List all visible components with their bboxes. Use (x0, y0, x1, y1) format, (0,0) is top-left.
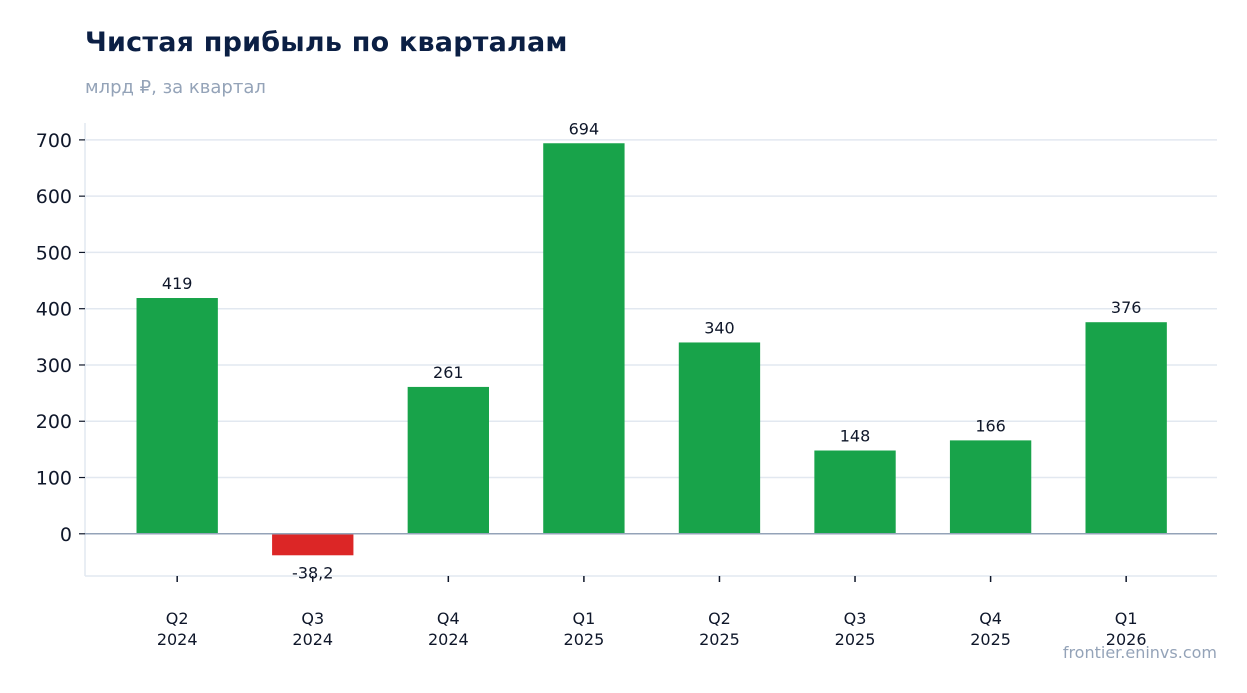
data-label: 340 (704, 318, 735, 337)
x-tick-label-quarter: Q3 (301, 609, 324, 628)
bar (272, 533, 354, 556)
x-tick-label-quarter: Q1 (573, 609, 596, 628)
bar (136, 298, 218, 534)
x-tick-label-quarter: Q3 (844, 609, 867, 628)
chart-title: Чистая прибыль по кварталам (85, 27, 568, 58)
y-tick-label: 700 (36, 130, 72, 152)
data-label: 166 (975, 416, 1006, 435)
y-tick-label: 600 (36, 186, 72, 208)
x-tick-label-year: 2025 (835, 630, 876, 649)
y-tick-label: 100 (36, 468, 72, 490)
x-tick-label-quarter: Q4 (979, 609, 1002, 628)
data-label: 376 (1111, 298, 1142, 317)
x-tick-label-year: 2025 (699, 630, 740, 649)
data-label: -38,2 (292, 563, 333, 582)
data-label: 694 (569, 119, 600, 138)
x-tick-label-quarter: Q4 (437, 609, 460, 628)
data-label: 148 (840, 427, 871, 446)
bar (678, 342, 761, 534)
x-tick-label-quarter: Q1 (1115, 609, 1138, 628)
x-tick-label-year: 2025 (970, 630, 1011, 649)
chart-subtitle: млрд ₽, за квартал (85, 77, 266, 98)
x-tick-label-quarter: Q2 (166, 609, 189, 628)
x-tick-label-year: 2024 (428, 630, 469, 649)
bar (543, 143, 625, 534)
bar (407, 386, 489, 534)
x-tick-label-year: 2025 (564, 630, 605, 649)
y-tick-label: 400 (36, 299, 72, 321)
bar (814, 450, 896, 534)
x-tick-label-quarter: Q2 (708, 609, 731, 628)
data-label: 261 (433, 363, 464, 382)
bar (1085, 322, 1167, 534)
y-tick-label: 0 (60, 524, 72, 546)
x-tick-label-year: 2024 (157, 630, 198, 649)
y-tick-label: 200 (36, 411, 72, 433)
y-tick-label: 500 (36, 242, 72, 264)
x-tick-label-year: 2026 (1106, 630, 1147, 649)
bar (949, 440, 1032, 534)
data-label: 419 (162, 274, 193, 293)
x-tick-label-year: 2024 (292, 630, 333, 649)
y-tick-label: 300 (36, 355, 72, 377)
source-credit: frontier.eninvs.com (1062, 643, 1217, 662)
